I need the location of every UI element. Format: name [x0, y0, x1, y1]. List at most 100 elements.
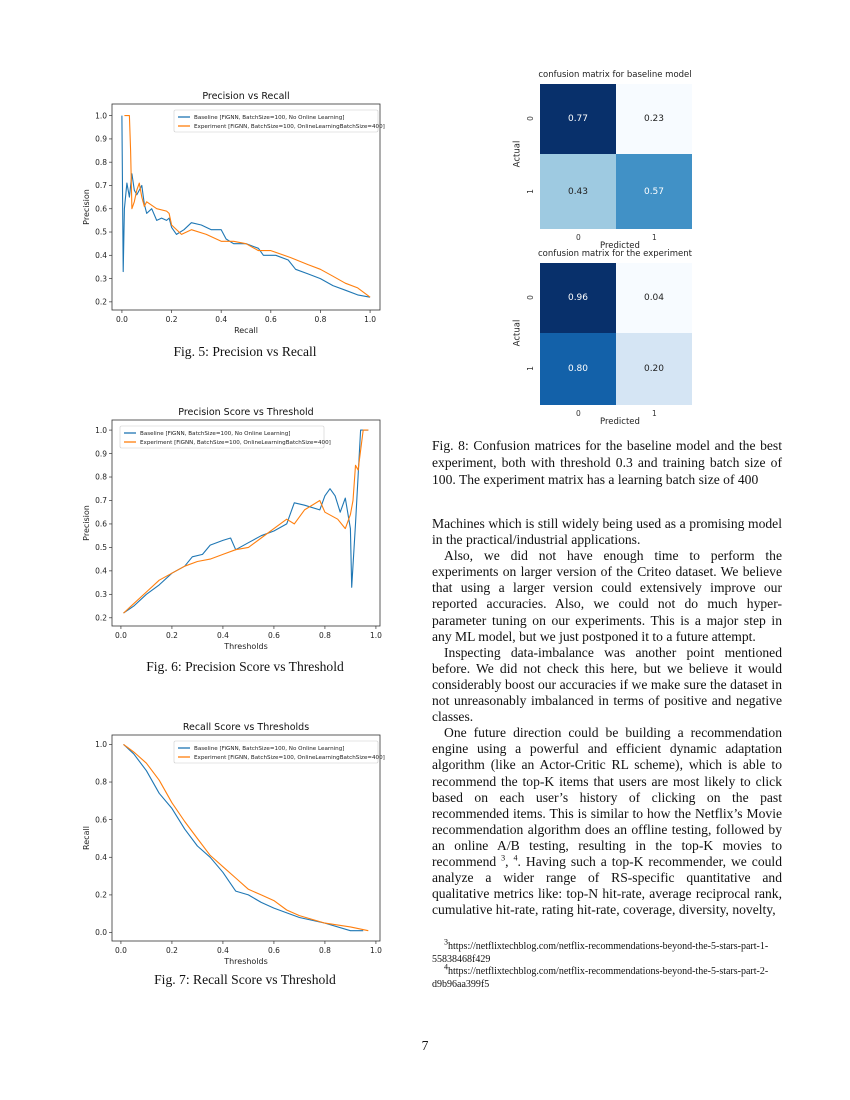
matrix-cell: 0.96	[540, 263, 616, 333]
footnote-ref-3[interactable]: 3	[501, 853, 506, 863]
matrix-cell: 0.77	[540, 84, 616, 154]
x-tick-label: 0.2	[166, 631, 178, 640]
chart-precision-vs-recall: Precision vs Recall 0.0 0.2 0.4 0.6 0.8 1.0 0.2…	[80, 88, 400, 338]
y-tick-label: 0.2	[95, 298, 107, 307]
chart-svg: Precision vs Recall 0.0 0.2 0.4 0.6 0.8 1.0 0.2…	[82, 91, 385, 335]
footnote: 3https://netflixtechblog.com/netflix-rec…	[432, 937, 782, 966]
matrix-title: confusion matrix for the experiment	[538, 249, 692, 259]
y-axis-label: Precision	[82, 189, 91, 225]
baseline-series-line	[123, 743, 364, 932]
y-tick-label: 0.2	[95, 613, 107, 622]
legend-entry: Baseline [FiGNN, BatchSize=100, No Onlin…	[194, 115, 344, 121]
footnote: 4https://netflixtechblog.com/netflix-rec…	[432, 962, 782, 991]
chart-title: Recall Score vs Thresholds	[183, 722, 309, 733]
legend-box	[119, 425, 325, 449]
x-tick-label: 1.0	[370, 631, 382, 640]
x-tick-label: 1.0	[364, 315, 376, 324]
footnote-link[interactable]: https://netflixtechblog.com/netflix-reco…	[432, 941, 769, 965]
y-axis-label: Recall	[82, 826, 91, 850]
y-tick-label: 0.8	[95, 158, 107, 167]
paragraph: One future direction could be building a…	[432, 725, 782, 918]
footnote-mark: 3	[444, 937, 448, 947]
x-axis-label: Predicted	[600, 241, 640, 251]
y-tick-label: 0.0	[95, 928, 107, 937]
y-tick-label: 0.6	[95, 815, 107, 824]
matrix-cell: 0.57	[616, 154, 692, 229]
x-axis-label: Recall	[234, 326, 258, 335]
paragraph-text: One future direction could be building a…	[432, 725, 782, 869]
y-tick-label: 0.5	[95, 228, 107, 237]
paragraph: Inspecting data-imbalance was another po…	[432, 644, 782, 725]
x-tick-label: 1	[652, 409, 657, 418]
x-tick-label: 0	[576, 409, 581, 418]
x-tick-label: 0.8	[314, 315, 326, 324]
chart-recall-vs-threshold: Recall Score vs Thresholds 0.0 0.2 0.4 0.6 0.…	[80, 719, 400, 969]
paragraph-text: . Having such a top-K recommender, we co…	[432, 853, 782, 918]
x-tick-label: 0.2	[166, 315, 178, 324]
footnote-mark: 4	[444, 962, 448, 972]
plot-frame	[111, 103, 381, 311]
chart-precision-vs-threshold: Precision Score vs Threshold 0.0 0.2 0.4 0.6…	[80, 404, 400, 654]
y-tick-label: 0.9	[95, 449, 107, 458]
body-text: Machines which is still widely being use…	[432, 516, 782, 918]
footnote-link[interactable]: https://netflixtechblog.com/netflix-reco…	[432, 966, 769, 990]
matrix-cell: 0.23	[616, 84, 692, 154]
page-number: 7	[421, 1038, 429, 1053]
x-tick-label: 0.8	[319, 946, 331, 955]
footnote-ref-4[interactable]: 4	[513, 853, 518, 863]
y-tick-label: 0.6	[95, 204, 107, 213]
y-tick-label: 0.5	[95, 543, 107, 552]
paragraph: Also, we did not have enough time to per…	[432, 548, 782, 644]
y-tick-label: 1	[525, 188, 535, 194]
y-tick-label: 0	[525, 295, 535, 300]
x-tick-label: 0.0	[115, 946, 127, 955]
y-tick-label: 0.3	[95, 590, 107, 599]
x-axis-label: Thresholds	[223, 957, 268, 966]
plot-frame	[111, 734, 381, 942]
legend-entry: Experiment [FiGNN, BatchSize=100, Online…	[194, 755, 385, 761]
experiment-series-line	[123, 743, 369, 932]
x-tick-label: 0.8	[319, 631, 331, 640]
legend-box	[173, 740, 379, 764]
x-tick-label: 0.0	[115, 631, 127, 640]
y-tick-label: 0.7	[95, 181, 107, 190]
legend-entry: Baseline [FiGNN, BatchSize=100, No Onlin…	[140, 431, 290, 437]
chart-svg: Precision Score vs Threshold 0.0 0.2 0.4 0.6…	[82, 407, 382, 651]
legend-entry: Experiment [FiGNN, BatchSize=100, Online…	[140, 440, 331, 446]
baseline-series-line	[123, 429, 369, 614]
legend-box	[173, 109, 379, 133]
matrix-cell: 0.04	[616, 263, 692, 333]
y-tick-label: 0.4	[95, 567, 107, 576]
legend-entry: Experiment [FiGNN, BatchSize=100, Online…	[194, 124, 385, 130]
y-tick-label: 0.9	[95, 135, 107, 144]
legend-entry: Baseline [FiGNN, BatchSize=100, No Onlin…	[194, 746, 344, 752]
x-tick-label: 0.4	[217, 631, 229, 640]
y-tick-label: 1.0	[95, 111, 107, 120]
y-axis-label: Actual	[512, 140, 523, 168]
y-tick-label: 1.0	[95, 426, 107, 435]
matrix-cell: 0.20	[616, 333, 692, 405]
baseline-series-line	[121, 115, 371, 298]
x-tick-label: 0	[576, 233, 581, 242]
y-tick-label: 0.4	[95, 251, 107, 260]
footnotes: 3https://netflixtechblog.com/netflix-rec…	[432, 937, 782, 991]
y-tick-label: 0.4	[95, 853, 107, 862]
figure-7-caption: Fig. 7: Recall Score vs Threshold	[154, 972, 336, 987]
x-tick-label: 0.2	[166, 946, 178, 955]
y-tick-label: 0.7	[95, 496, 107, 505]
x-tick-label: 1.0	[370, 946, 382, 955]
figure-6-caption: Fig. 6: Precision Score vs Threshold	[146, 659, 344, 674]
plot-frame	[111, 419, 381, 627]
y-tick-label: 0.8	[95, 778, 107, 787]
y-tick-label: 0.3	[95, 274, 107, 283]
y-tick-label: 0.6	[95, 520, 107, 529]
x-tick-label: 0.4	[215, 315, 227, 324]
x-tick-label: 0.0	[116, 315, 128, 324]
y-axis-label: Precision	[82, 505, 91, 541]
x-axis-label: Thresholds	[223, 642, 268, 651]
experiment-series-line	[123, 429, 369, 614]
matrix-cell: 0.43	[540, 154, 616, 229]
x-tick-label: 0.6	[268, 631, 280, 640]
y-tick-label: 1.0	[95, 740, 107, 749]
